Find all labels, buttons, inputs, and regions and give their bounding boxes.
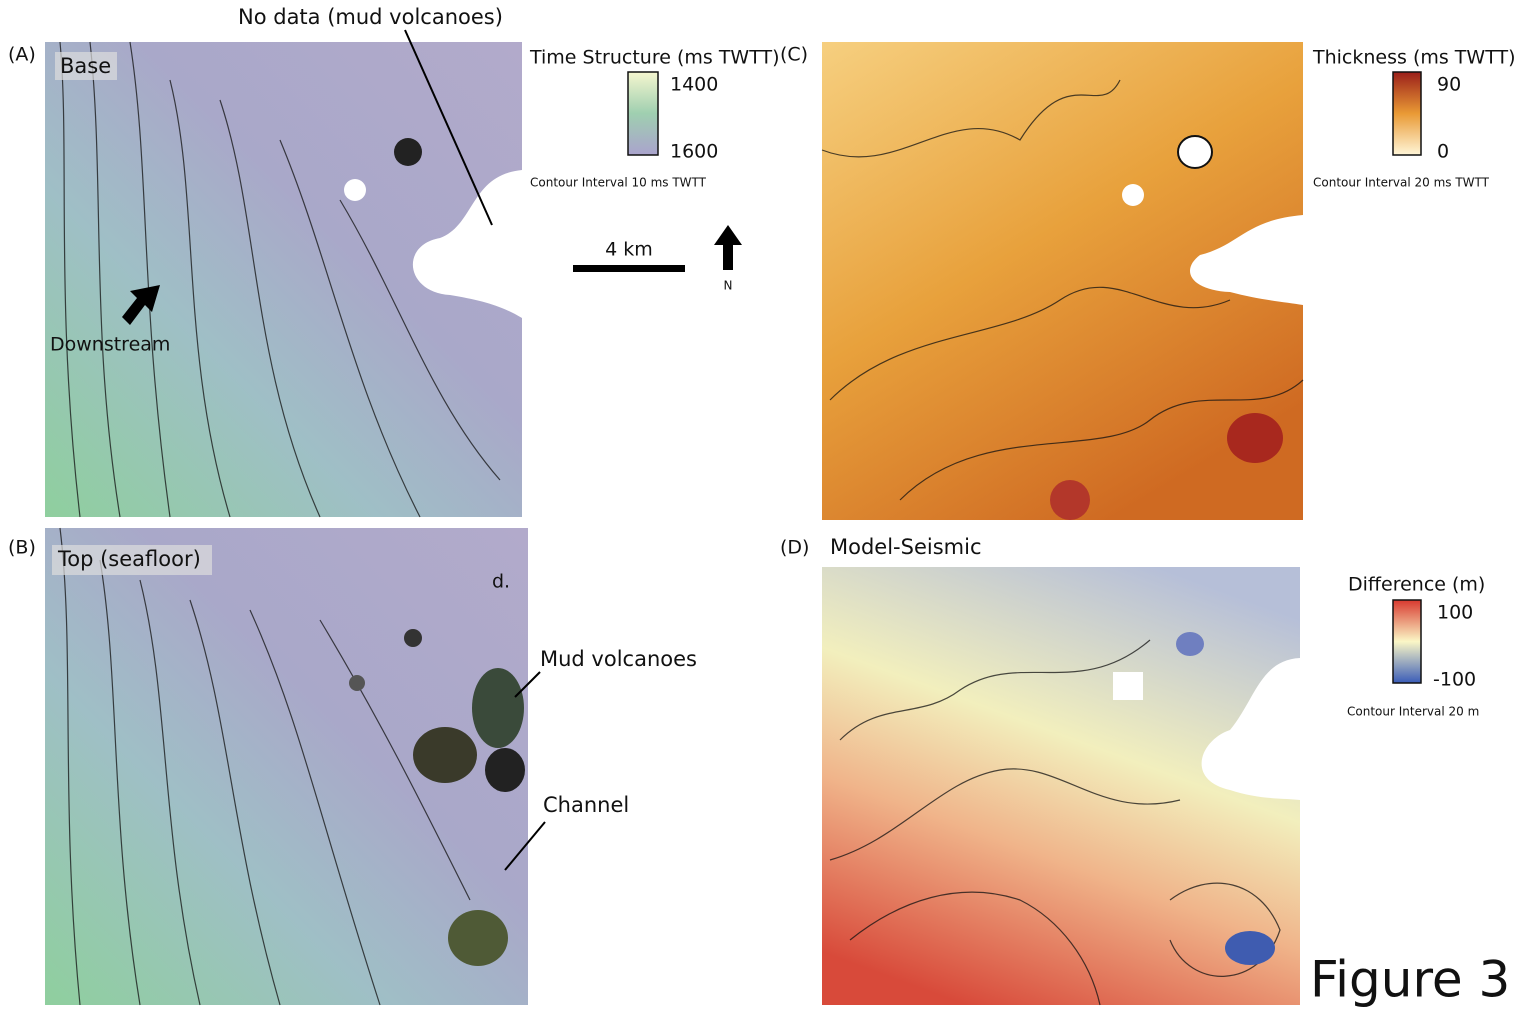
colorbar-tick: 1400 <box>670 74 718 96</box>
colorbar-tick: 0 <box>1437 141 1449 163</box>
panel-label: (D) <box>780 537 809 559</box>
figure-label: Figure 3 <box>1310 951 1510 1009</box>
scale-bar <box>573 265 685 272</box>
colorbar-d <box>1393 600 1421 683</box>
figure: (A) Base (B) Top (seafloor) (C) (D) Mode… <box>0 0 1523 1011</box>
panel-label: (B) <box>8 537 36 559</box>
colorbar-a <box>628 72 658 155</box>
map-d <box>822 567 1300 1005</box>
annotation: Mud volcanoes <box>540 647 697 671</box>
colorbar-title: Time Structure (ms TWTT) <box>529 47 780 69</box>
annotation: Downstream <box>50 334 170 356</box>
map-a <box>45 42 522 517</box>
map-b <box>45 528 528 1005</box>
north-label: N <box>724 279 733 293</box>
panel-label: (A) <box>8 44 36 66</box>
panel-label: (C) <box>780 44 808 66</box>
map-c <box>822 42 1303 520</box>
colorbar-c <box>1393 72 1421 155</box>
scale-label: 4 km <box>605 239 653 261</box>
colorbar-tick: 1600 <box>670 141 718 163</box>
contour-note: Contour Interval 20 m <box>1347 705 1479 719</box>
contour-note: Contour Interval 20 ms TWTT <box>1313 176 1490 190</box>
colorbar-tick: 90 <box>1437 74 1461 96</box>
contour-note: Contour Interval 10 ms TWTT <box>530 176 707 190</box>
panel-title: Model-Seismic <box>830 535 982 559</box>
north-arrow <box>714 225 742 270</box>
annotation: No data (mud volcanoes) <box>238 5 503 29</box>
colorbar-title: Thickness (ms TWTT) <box>1312 47 1516 69</box>
colorbar-title: Difference (m) <box>1348 574 1485 596</box>
panel-title: Top (seafloor) <box>57 547 201 571</box>
colorbar-tick: -100 <box>1433 669 1476 691</box>
panel-title: Base <box>60 54 111 78</box>
annotation: d. <box>492 571 510 593</box>
colorbar-tick: 100 <box>1437 602 1473 624</box>
annotation: Channel <box>543 793 629 817</box>
